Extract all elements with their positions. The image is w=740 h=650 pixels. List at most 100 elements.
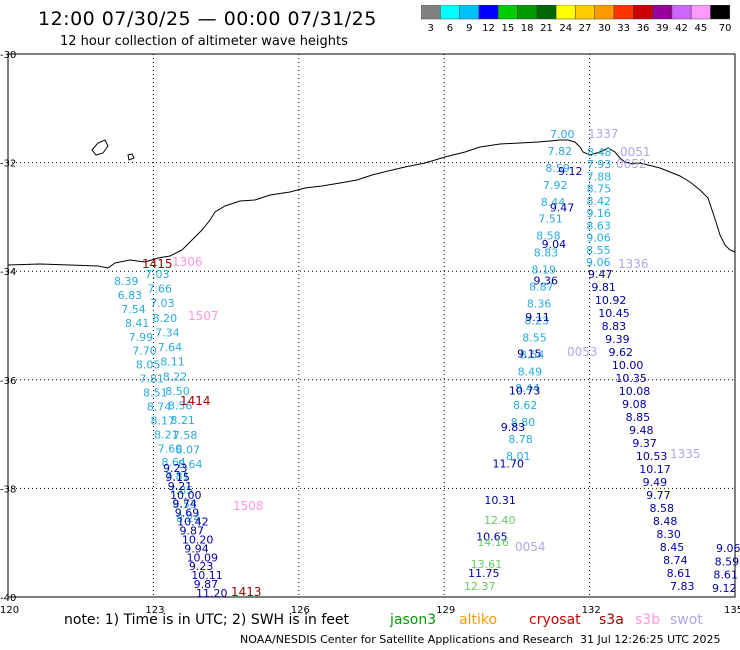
wave-height-value: 10.11 (191, 569, 223, 582)
latitude-label: -36 (0, 376, 16, 387)
wave-height-value: 10.20 (182, 533, 214, 546)
wave-height-value: 8.36 (527, 297, 552, 310)
wave-height-value: 9.94 (184, 542, 209, 555)
latitude-label: -30 (0, 50, 16, 61)
wave-height-value: 9.12 (558, 165, 583, 178)
wave-height-value: 9.48 (629, 424, 654, 437)
wave-height-value: 7.34 (155, 326, 180, 339)
wave-height-value: 8.45 (660, 541, 685, 554)
pass-time-label: 1508 (233, 499, 264, 513)
wave-height-value: 9.47 (550, 202, 575, 215)
wave-height-value: 7.58 (173, 429, 198, 442)
wave-height-value: 9.21 (168, 480, 193, 493)
longitude-label: 126 (291, 605, 310, 616)
wave-height-value: 7.70 (132, 345, 157, 358)
wave-height-value: 8.74 (147, 400, 172, 413)
wave-height-value: 9.23 (189, 560, 214, 573)
wave-height-value: 7.93 (587, 158, 612, 171)
wave-height-value: 8.61 (713, 569, 738, 582)
wave-height-value: 10.35 (615, 372, 647, 385)
pass-time-label: 1335 (670, 447, 701, 461)
wave-height-value: 8.50 (165, 385, 190, 398)
pass-time-label: 1413 (231, 585, 262, 599)
wave-height-value: 12.40 (484, 514, 516, 527)
wave-height-value: 8.23 (525, 314, 550, 327)
wave-height-value: 7.92 (543, 179, 568, 192)
wave-height-value: 8.42 (587, 195, 612, 208)
wave-height-value: 10.65 (476, 530, 508, 543)
wave-height-value: 8.87 (529, 281, 554, 294)
wave-height-value: 8.39 (114, 275, 139, 288)
wave-height-value: 8.74 (663, 554, 688, 567)
wave-height-value: 7.81 (165, 470, 190, 483)
wave-height-value: 8.59 (545, 162, 570, 175)
wave-height-value: 10.00 (612, 359, 644, 372)
credit-line: NOAA/NESDIS Center for Satellite Applica… (240, 633, 574, 646)
wave-height-value: 9.74 (172, 498, 197, 511)
wave-height-value: 8.75 (587, 183, 612, 196)
latitude-label: -38 (0, 484, 16, 495)
wave-height-value: 8.24 (176, 512, 201, 525)
wave-height-value: 8.49 (518, 365, 543, 378)
wave-height-value: 8.20 (153, 312, 178, 325)
wave-height-value: 8.61 (667, 567, 692, 580)
track-track-east-2: 8.487.937.888.758.429.168.639.068.559.06 (586, 146, 612, 269)
latitude-label: -34 (0, 267, 16, 278)
wave-height-value: 8.51 (143, 387, 168, 400)
wave-height-value: 9.69 (175, 507, 200, 520)
pass-time-label: 0051 (620, 145, 651, 159)
wave-height-value: 9.77 (646, 489, 671, 502)
wave-height-value: 8.48 (587, 146, 612, 159)
island-outline (91, 139, 109, 156)
wave-height-value: 10.00 (170, 489, 202, 502)
latitude-label: -40 (0, 593, 16, 604)
legend-s3b: s3b (635, 612, 661, 628)
pass-time-label: 1337 (588, 127, 619, 141)
pass-time-label: 0054 (515, 540, 546, 554)
wave-height-value: 11.20 (196, 587, 228, 600)
wave-height-value: 8.22 (163, 370, 188, 383)
pass-time-label: 1414 (180, 394, 211, 408)
wave-height-value: 9.87 (194, 578, 219, 591)
wave-height-value: 8.55 (586, 244, 611, 257)
wave-height-value: 9.06 (716, 542, 740, 555)
wave-height-value: 10.31 (484, 494, 516, 507)
longitude-label: 135 (724, 605, 740, 616)
legend-swot: swot (670, 612, 703, 628)
pass-time-label: 0053 (567, 345, 598, 359)
wave-height-value: 8.63 (586, 219, 611, 232)
wave-height-value: 9.15 (165, 471, 190, 484)
wave-height-value: 9.49 (643, 476, 668, 489)
wave-height-value: 11.75 (468, 567, 500, 580)
colorbar-tick: 33 (617, 23, 630, 34)
colorbar-tick: 36 (637, 23, 650, 34)
wave-height-value: 7.60 (158, 442, 183, 455)
wave-height-value: 8.58 (650, 502, 675, 515)
track-track-west-1: 8.396.837.548.417.997.708.057.818.518.74… (114, 275, 201, 525)
colorbar-tick: 39 (656, 23, 669, 34)
pass-time-label: 1336 (618, 257, 649, 271)
longitude-label: 120 (0, 605, 19, 616)
colorbar-tick: 30 (598, 23, 611, 34)
wave-height-value: 9.15 (517, 348, 542, 361)
wave-height-value: 9.37 (632, 437, 657, 450)
map-frame (7, 53, 736, 598)
wave-height-value: 8.56 (168, 400, 193, 413)
wave-height-value: 7.83 (670, 580, 695, 593)
wave-height-value: 8.44 (515, 382, 540, 395)
track-track-west-2: 7.037.667.038.207.347.648.118.228.508.56… (145, 268, 203, 471)
wave-height-value: 8.11 (160, 356, 185, 369)
wave-height-value: 7.51 (538, 213, 563, 226)
legend-altiko: altiko (459, 612, 498, 628)
graticule (8, 54, 735, 597)
wave-height-value: 8.30 (656, 528, 681, 541)
wave-height-value: 7.54 (121, 303, 146, 316)
longitude-label: 129 (436, 605, 455, 616)
wave-height-value: 8.62 (513, 399, 538, 412)
island-outline (127, 153, 135, 161)
longitude-label: 123 (145, 605, 164, 616)
wave-height-value: 10.45 (598, 307, 630, 320)
wave-height-value: 10.92 (595, 294, 627, 307)
